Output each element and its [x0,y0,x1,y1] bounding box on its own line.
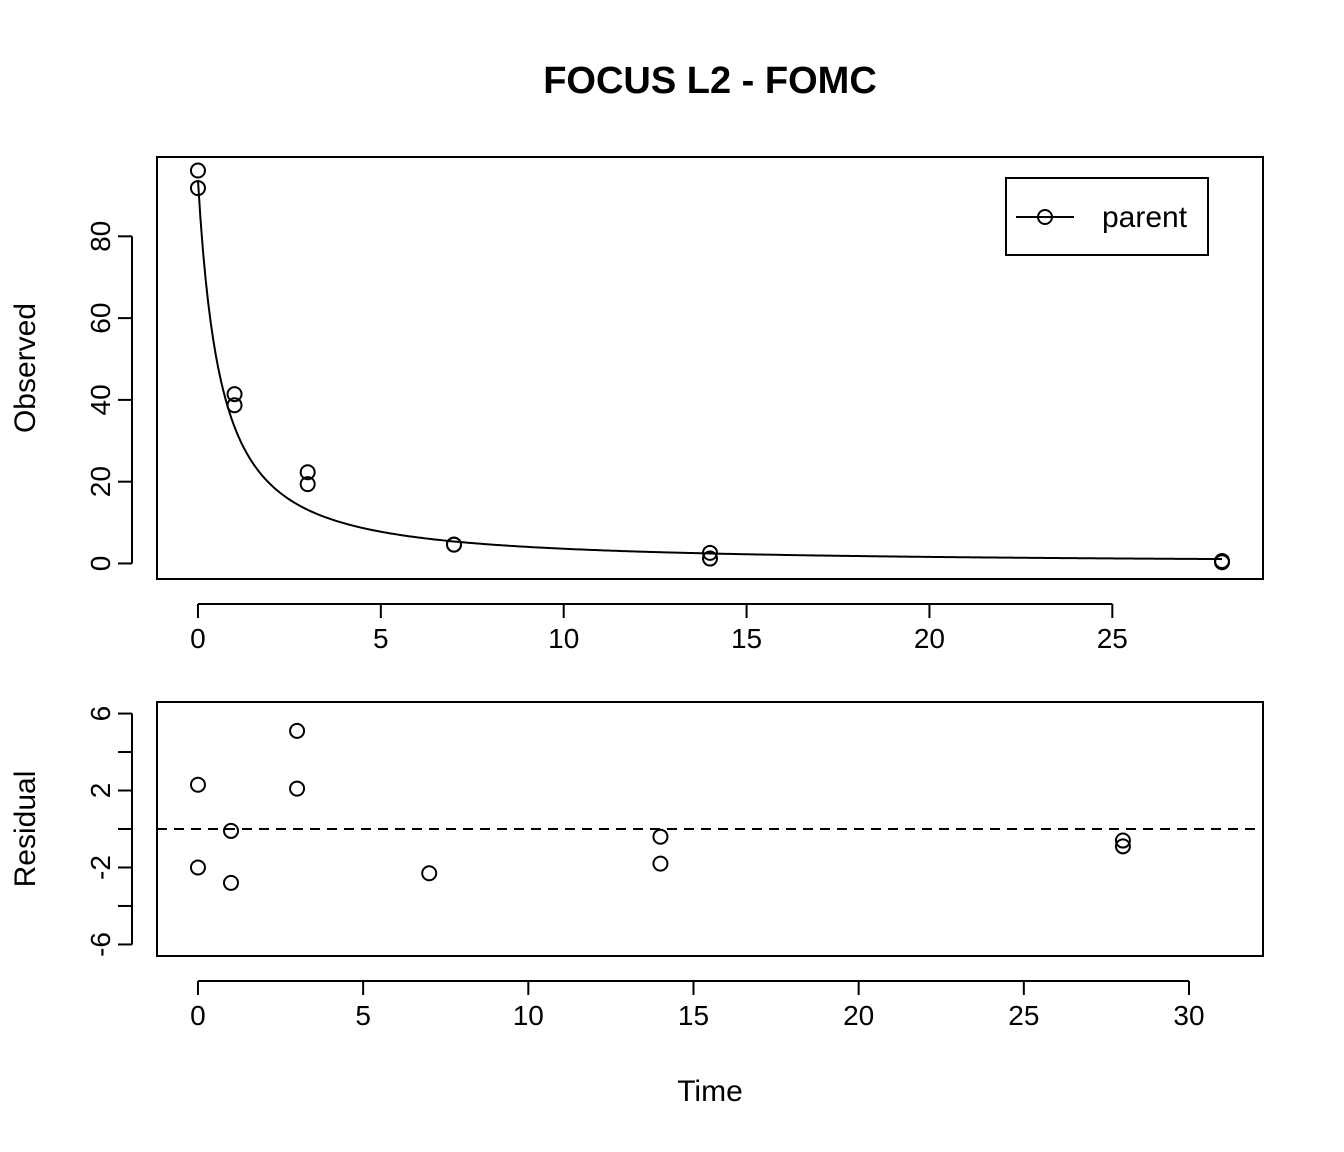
observed-x-tick-label: 5 [373,623,389,654]
residual-panel: Residual Time 0 5 10 15 20 25 30 -6 -2 2 6 [9,701,1264,1108]
observed-point-parent [702,550,718,567]
residual-x-tick-label: 10 [513,1000,544,1031]
residual-y-tick-label: -2 [85,855,116,880]
residual-x-tick-label: 15 [678,1000,709,1031]
residual-point [222,874,239,891]
observed-y-tick-label: 0 [85,556,116,572]
residual-point [1114,838,1131,855]
observed-point-parent [189,162,206,179]
observed-point-parent [189,180,206,197]
observed-plot-content: 0 5 10 15 20 25 0 20 40 60 80 [85,162,1231,654]
residual-x-tick-label: 5 [355,1000,371,1031]
residual-point [289,722,306,739]
observed-y-tick-label: 80 [85,221,116,252]
observed-point-parent [1214,553,1231,570]
legend: parent [1005,177,1209,256]
residual-point [189,776,206,793]
residual-point [421,865,438,882]
observed-y-axis-title: Observed [9,303,42,433]
observed-point-parent [445,536,462,553]
residual-y-axis-title: Residual [9,771,42,888]
residual-x-tick-label: 20 [843,1000,874,1031]
residual-point [652,828,669,845]
legend-label-parent: parent [1102,201,1188,234]
observed-point-parent [226,386,243,403]
observed-point-parent [226,397,243,414]
chart-title: FOCUS L2 - FOMC [543,60,877,102]
observed-y-tick-label: 60 [85,303,116,334]
residual-point [1114,832,1131,849]
observed-x-tick-label: 15 [731,623,762,654]
residual-point [222,822,239,839]
legend-point-symbol [1037,209,1053,225]
residual-point [289,780,306,797]
observed-x-tick-label: 10 [548,623,579,654]
residual-point [652,855,669,872]
residual-y-tick-label: 6 [85,706,116,722]
observed-y-tick-label: 40 [85,384,116,415]
observed-x-tick-label: 25 [1097,623,1128,654]
residual-x-tick-label: 0 [190,1000,206,1031]
observed-x-tick-label: 20 [914,623,945,654]
observed-x-tick-label: 0 [190,623,206,654]
legend-box [1005,177,1209,256]
observed-point-parent [299,464,316,481]
observed-point-parent [299,476,316,493]
observed-y-tick-label: 20 [85,466,116,497]
residual-x-tick-label: 30 [1173,1000,1204,1031]
observed-plot-frame [156,156,1264,580]
residual-y-tick-label: 2 [85,783,116,799]
residual-y-tick-label: -6 [85,932,116,957]
residual-point [189,859,206,876]
observed-panel: Observed 0 5 10 15 20 25 0 20 40 60 80 parent [9,156,1264,654]
residual-x-tick-label: 25 [1008,1000,1039,1031]
observed-point-parent [702,544,718,561]
residual-plot-content: 0 5 10 15 20 25 30 -6 -2 2 6 [85,706,1263,1031]
observed-fitted-curve-parent [196,179,1223,561]
x-axis-title: Time [677,1075,743,1108]
